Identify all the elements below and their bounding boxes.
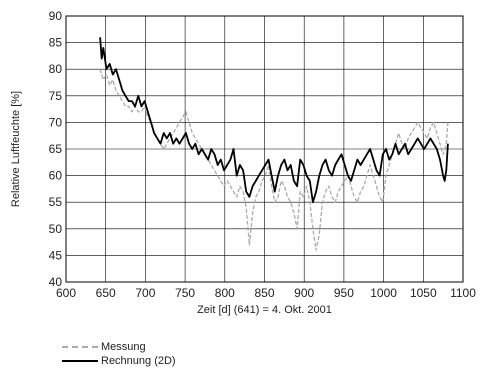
x-tick-label: 850 bbox=[254, 286, 274, 300]
y-tick-label: 40 bbox=[49, 275, 63, 289]
x-axis-label: Zeit [d] (641) = 4. Okt. 2001 bbox=[197, 304, 332, 316]
x-tick-label: 900 bbox=[294, 286, 314, 300]
y-tick-label: 80 bbox=[49, 62, 63, 76]
y-tick-label: 50 bbox=[49, 222, 63, 236]
legend-entry-messung: Messung bbox=[62, 340, 176, 354]
y-tick-label: 55 bbox=[49, 195, 63, 209]
x-tick-label: 800 bbox=[215, 286, 235, 300]
legend-swatch-rechnung bbox=[62, 360, 98, 362]
legend-swatch-messung bbox=[62, 346, 98, 348]
plot-frame bbox=[65, 15, 464, 283]
legend-entry-rechnung: Rechnung (2D) bbox=[62, 354, 176, 368]
y-axis-label: Relative Luftfeuchte [%] bbox=[10, 91, 22, 207]
legend-label-rechnung: Rechnung (2D) bbox=[101, 355, 176, 367]
y-tick-label: 60 bbox=[49, 169, 63, 183]
x-tick-label: 1000 bbox=[370, 286, 397, 300]
legend-label-messung: Messung bbox=[101, 341, 146, 353]
x-tick-label: 750 bbox=[175, 286, 195, 300]
y-tick-label: 65 bbox=[49, 142, 63, 156]
x-tick-label: 600 bbox=[56, 286, 76, 300]
series-layer bbox=[99, 37, 449, 251]
tick-labels: 600 650 700 750 800 850 900 950 1000 1050 1100 40 45… bbox=[49, 9, 477, 300]
y-tick-label: 90 bbox=[49, 9, 63, 23]
series-line-rechnung-2d bbox=[99, 37, 449, 204]
x-tick-label: 950 bbox=[334, 286, 354, 300]
y-tick-label: 45 bbox=[49, 248, 63, 262]
series-line-messung bbox=[99, 69, 449, 251]
y-tick-label: 75 bbox=[49, 89, 63, 103]
x-tick-label: 700 bbox=[135, 286, 155, 300]
y-tick-label: 70 bbox=[49, 115, 63, 129]
x-tick-label: 1050 bbox=[410, 286, 437, 300]
y-tick-label: 85 bbox=[49, 36, 63, 50]
x-tick-label: 650 bbox=[96, 286, 116, 300]
x-tick-label: 1100 bbox=[450, 286, 476, 300]
grid-lines bbox=[65, 15, 464, 283]
legend: Messung Rechnung (2D) bbox=[62, 340, 176, 368]
